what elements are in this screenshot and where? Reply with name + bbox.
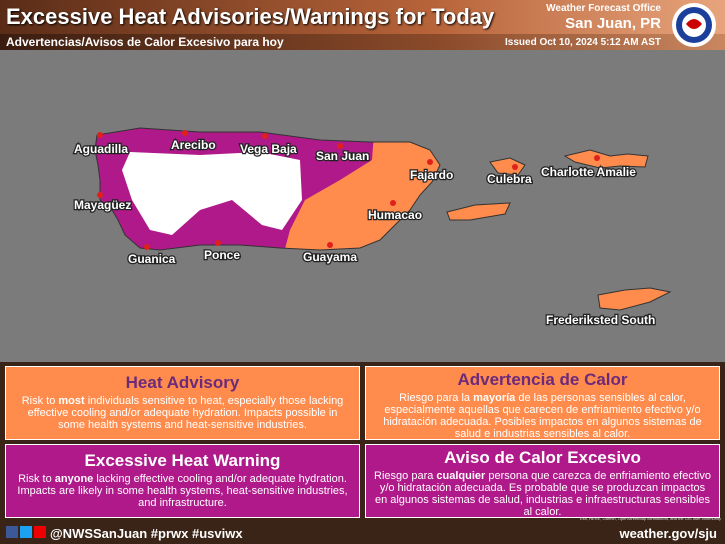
city-dot xyxy=(262,133,268,139)
social-icons xyxy=(6,526,46,538)
city-dot xyxy=(390,200,396,206)
city-dot xyxy=(215,240,221,246)
panel-text: Risk to most individuals sensitive to he… xyxy=(14,395,351,431)
city-dot xyxy=(337,143,343,149)
city-label: Aguadilla xyxy=(74,142,128,156)
panel-title: Heat Advisory xyxy=(125,373,240,392)
text: lacking effective cooling and/or adequat… xyxy=(17,473,348,509)
city-label: Humacao xyxy=(368,208,422,222)
culebra xyxy=(489,157,526,176)
city-label: Mayagüez xyxy=(74,198,131,212)
footer: @NWSSanJuan #prwx #usviwx weather.gov/sj… xyxy=(0,522,725,544)
issued: Issued Oct 10, 2024 5:12 AM AST xyxy=(505,37,661,48)
text: individuals sensitive to heat, especiall… xyxy=(27,395,344,431)
text: Risk to xyxy=(18,473,55,485)
text-bold: anyone xyxy=(54,473,94,485)
credits: Esri, HERE, Garmin, OpenStreetMap contri… xyxy=(580,516,721,521)
panel-text: Risk to anyone lacking effective cooling… xyxy=(14,473,351,509)
st-thomas xyxy=(563,149,649,169)
city-label: Arecibo xyxy=(171,138,216,152)
city-label: Culebra xyxy=(487,172,532,186)
header-bar xyxy=(0,0,725,34)
office: Weather Forecast Office xyxy=(546,3,661,14)
city-dot xyxy=(512,164,518,170)
panel-text: Riesgo para la mayoría de las personas s… xyxy=(374,392,711,440)
map: Aguadilla Arecibo Vega Baja San Juan Fajardo… xyxy=(0,50,725,362)
advertencia-panel: Advertencia de Calor Riesgo para la mayo… xyxy=(365,366,720,440)
title: Excessive Heat Advisories/Warnings for T… xyxy=(6,4,495,29)
puerto-rico xyxy=(95,128,440,250)
text-bold: most xyxy=(58,395,85,407)
text: de las personas sensibles al calor, espe… xyxy=(383,392,702,440)
city-dot xyxy=(97,192,103,198)
panel-title: Advertencia de Calor xyxy=(457,370,628,389)
st-croix xyxy=(597,287,672,311)
panel-title: Aviso de Calor Excesivo xyxy=(444,448,641,467)
city-dot xyxy=(97,132,103,138)
text: Risk to xyxy=(21,395,59,407)
text: Riesgo para la xyxy=(399,392,474,404)
text: persona que carezca de enfriamiento efec… xyxy=(374,470,711,518)
warning-panel: Excessive Heat Warning Risk to anyone la… xyxy=(5,444,360,518)
text-bold: cualquier xyxy=(436,470,486,482)
social-handle: @NWSSanJuan #prwx #usviwx xyxy=(50,526,243,541)
city-label: Charlotte Amalie xyxy=(541,165,636,179)
city-dot xyxy=(144,244,150,250)
heat-advisory-panel: Heat Advisory Risk to most individuals s… xyxy=(5,366,360,440)
city-dot xyxy=(427,159,433,165)
vieques xyxy=(446,202,511,221)
text-bold: mayoría xyxy=(473,392,516,404)
city-label: Guayama xyxy=(303,250,357,264)
location: San Juan, PR xyxy=(565,15,661,32)
city-label: Ponce xyxy=(204,248,240,262)
city-label: Frederiksted South xyxy=(546,313,655,327)
city-dot xyxy=(594,155,600,161)
url[interactable]: weather.gov/sju xyxy=(619,526,717,541)
city-label: Guanica xyxy=(128,252,176,266)
panel-text: Riesgo para cualquier persona que carezc… xyxy=(374,470,711,518)
subtitle-bar xyxy=(0,34,725,50)
nws-logo xyxy=(672,3,716,47)
aviso-panel: Aviso de Calor Excesivo Riesgo para cual… xyxy=(365,444,720,518)
city-label: San Juan xyxy=(316,149,369,163)
subtitle: Advertencias/Avisos de Calor Excesivo pa… xyxy=(6,35,284,49)
text: Riesgo para xyxy=(374,470,437,482)
city-dot xyxy=(327,242,333,248)
city-label: Vega Baja xyxy=(240,142,297,156)
city-dot xyxy=(182,130,188,136)
panel-title: Excessive Heat Warning xyxy=(84,451,281,470)
city-label: Fajardo xyxy=(410,168,453,182)
